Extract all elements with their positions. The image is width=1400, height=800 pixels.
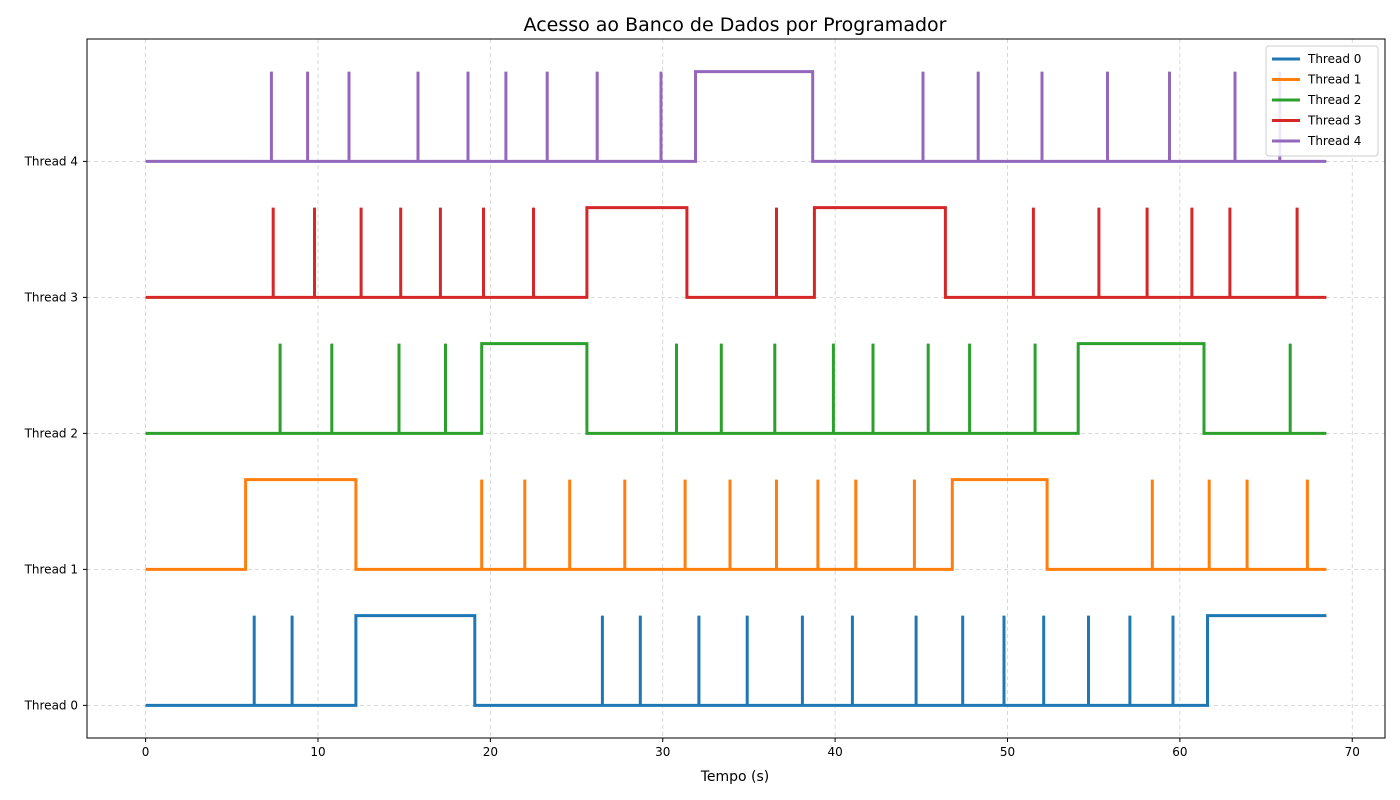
y-axis: Thread 0 Thread 1 Thread 2 Thread 3 Thread 4	[24, 154, 87, 712]
x-tick-label: 50	[1000, 745, 1015, 759]
y-tick-label: Thread 3	[24, 290, 78, 304]
y-tick-label: Thread 2	[24, 426, 78, 440]
legend-frame	[1265, 45, 1379, 157]
x-tick-label: 70	[1345, 745, 1360, 759]
series-line-thread-3	[145, 206, 1327, 299]
legend-label: Thread 2	[1307, 93, 1361, 107]
y-tick-label: Thread 1	[24, 562, 78, 576]
y-tick-label: Thread 4	[24, 154, 78, 168]
series-line-thread-0	[145, 614, 1327, 707]
series-layer	[145, 70, 1327, 707]
legend-label: Thread 1	[1307, 73, 1361, 87]
x-tick-label: 0	[142, 745, 150, 759]
legend-label: Thread 4	[1307, 134, 1361, 148]
x-tick-label: 30	[655, 745, 670, 759]
series-line-thread-1	[145, 478, 1327, 571]
series-line-thread-4	[145, 70, 1327, 163]
legend-label: Thread 0	[1307, 52, 1361, 66]
x-axis: 0 10 20 30 40 50 60 70	[142, 738, 1360, 759]
plot-frame	[86, 38, 1386, 739]
legend: Thread 0 Thread 1 Thread 2 Thread 3 Thread 4	[1265, 45, 1379, 157]
x-tick-label: 10	[310, 745, 325, 759]
series-line-thread-2	[145, 342, 1327, 435]
x-tick-label: 60	[1172, 745, 1187, 759]
x-tick-label: 20	[483, 745, 498, 759]
x-tick-label: 40	[827, 745, 842, 759]
chart-title: Acesso ao Banco de Dados por Programador	[524, 14, 947, 36]
y-tick-label: Thread 0	[24, 698, 78, 712]
legend-label: Thread 3	[1307, 114, 1361, 128]
x-axis-label: Tempo (s)	[700, 769, 770, 785]
